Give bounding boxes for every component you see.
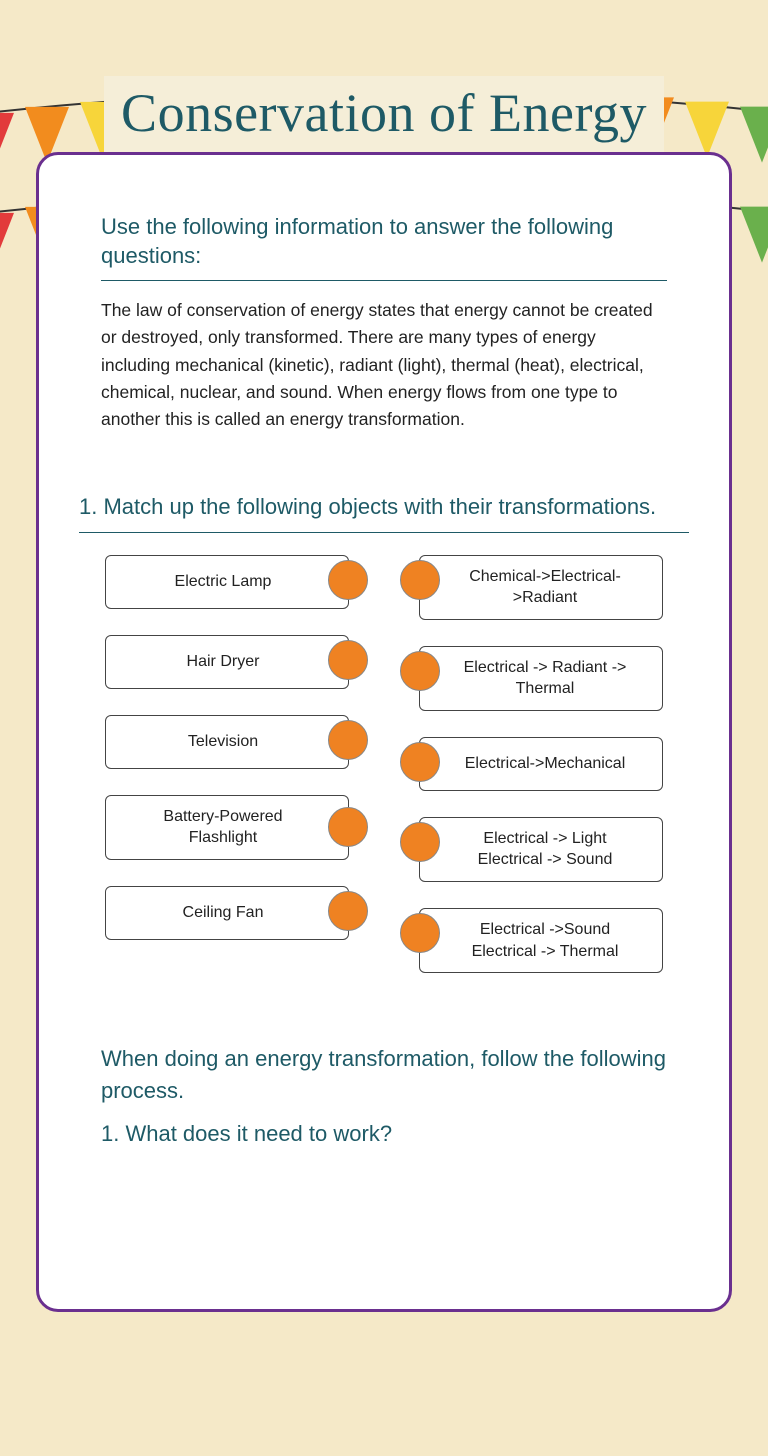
title-card: Conservation of Energy <box>104 76 664 162</box>
match-left-item[interactable]: Hair Dryer <box>105 635 349 689</box>
divider <box>101 280 667 281</box>
connector-dot[interactable] <box>400 651 440 691</box>
match-left-item[interactable]: Ceiling Fan <box>105 886 349 940</box>
match-label: Chemical->Electrical->Radiant <box>450 566 640 609</box>
match-label: Television <box>188 731 258 753</box>
process-step-1: 1. What does it need to work? <box>101 1121 667 1147</box>
match-left-item[interactable]: Television <box>105 715 349 769</box>
connector-dot[interactable] <box>400 913 440 953</box>
match-label: Electrical->Mechanical <box>465 753 626 775</box>
match-label: Hair Dryer <box>187 651 260 673</box>
connector-dot[interactable] <box>328 807 368 847</box>
connector-dot[interactable] <box>328 640 368 680</box>
connector-dot[interactable] <box>328 720 368 760</box>
match-right-item[interactable]: Electrical ->Sound Electrical -> Thermal <box>419 908 663 973</box>
page-title: Conservation of Energy <box>114 82 654 144</box>
question-1-heading: 1. Match up the following objects with t… <box>79 493 689 522</box>
match-right-item[interactable]: Electrical -> Light Electrical -> Sound <box>419 817 663 882</box>
match-column-right: Chemical->Electrical->Radiant Electrical… <box>419 555 663 974</box>
match-label: Battery-Powered Flashlight <box>128 806 318 849</box>
match-right-item[interactable]: Chemical->Electrical->Radiant <box>419 555 663 620</box>
match-left-item[interactable]: Electric Lamp <box>105 555 349 609</box>
process-heading: When doing an energy transformation, fol… <box>101 1043 667 1107</box>
worksheet-card: Use the following information to answer … <box>36 152 732 1312</box>
match-label: Electrical ->Sound Electrical -> Thermal <box>450 919 640 962</box>
connector-dot[interactable] <box>400 560 440 600</box>
connector-dot[interactable] <box>400 822 440 862</box>
match-label: Electric Lamp <box>175 571 272 593</box>
connector-dot[interactable] <box>328 560 368 600</box>
match-label: Ceiling Fan <box>183 902 264 924</box>
matching-grid: Electric Lamp Hair Dryer Television Batt… <box>79 555 689 974</box>
divider <box>79 532 689 533</box>
match-label: Electrical -> Radiant -> Thermal <box>450 657 640 700</box>
match-left-item[interactable]: Battery-Powered Flashlight <box>105 795 349 860</box>
instructions-heading: Use the following information to answer … <box>101 213 667 270</box>
match-column-left: Electric Lamp Hair Dryer Television Batt… <box>105 555 349 974</box>
match-label: Electrical -> Light Electrical -> Sound <box>450 828 640 871</box>
connector-dot[interactable] <box>400 742 440 782</box>
body-text: The law of conservation of energy states… <box>101 297 667 433</box>
match-right-item[interactable]: Electrical -> Radiant -> Thermal <box>419 646 663 711</box>
match-right-item[interactable]: Electrical->Mechanical <box>419 737 663 791</box>
connector-dot[interactable] <box>328 891 368 931</box>
